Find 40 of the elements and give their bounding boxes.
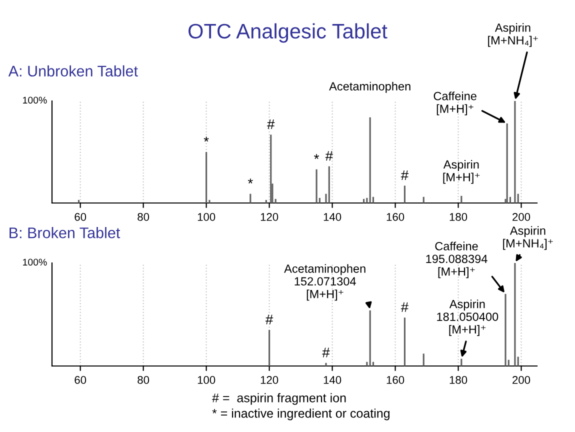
x-tick-label: 140 [324, 376, 342, 384]
x-tick-label: 160 [386, 213, 404, 221]
annotation: * [248, 178, 253, 184]
x-tick-label: 80 [138, 376, 150, 384]
text: # = aspirin fragment ion [212, 393, 346, 405]
annotation: Acetaminophen [329, 82, 410, 93]
annotation: * [204, 136, 209, 142]
chart-title: B: Broken Tablet [10, 227, 120, 238]
x-tick-label: 60 [74, 213, 86, 221]
x-tick-label: 180 [450, 213, 468, 221]
x-tick-label: 80 [138, 213, 150, 221]
annotation: # [400, 170, 409, 180]
annotation: Caffeine 195.088394 [M+H]⁺ [426, 242, 488, 278]
x-tick-label: 160 [386, 376, 404, 384]
text: * = inactive ingredient or coating [212, 408, 390, 420]
annotation: * [314, 154, 320, 159]
annotation: Aspirin 181.050400 [M+H]⁺ [437, 300, 498, 336]
x-tick-label: 100 [198, 376, 216, 384]
x-tick-label: 140 [324, 213, 342, 221]
text: 100% [23, 258, 47, 266]
annotation: Aspirin [M+NH₄]⁺ [503, 226, 553, 250]
x-tick-label: 180 [450, 376, 468, 384]
x-tick-label: 200 [512, 213, 530, 221]
annotation: Caffeine [M+H]⁺ [434, 92, 476, 116]
x-tick-label: 100 [198, 213, 216, 221]
x-tick-label: 60 [74, 376, 86, 384]
x-tick-label: 120 [260, 213, 278, 221]
x-tick-label: 200 [512, 376, 530, 384]
text: 100% [23, 96, 47, 104]
annotation: Aspirin [M+H]⁺ [443, 160, 480, 184]
annotation: # [325, 151, 333, 161]
chart-subtitle: A: Unbroken Tablet [8, 65, 138, 77]
annotation: Aspirin [M+NH₄]⁺ [488, 23, 538, 47]
chart-title: OTC Analgesic Tablet [188, 23, 388, 43]
annotation: # [266, 314, 274, 324]
x-tick-label: 120 [260, 376, 278, 384]
annotation: # [267, 120, 275, 129]
annotation: # [400, 302, 409, 312]
annotation: Acetaminophen 152.071304 [M+H]⁺ [284, 264, 366, 301]
annotation: # [322, 348, 330, 358]
